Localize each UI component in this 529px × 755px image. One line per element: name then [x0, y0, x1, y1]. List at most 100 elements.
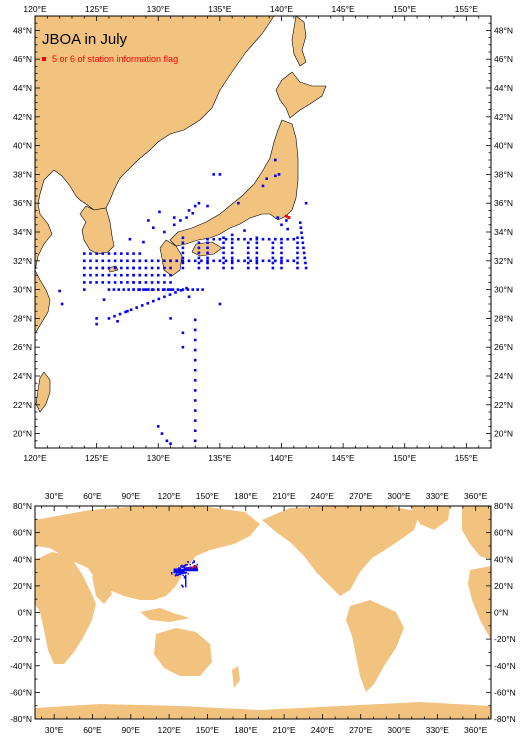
lat-tick-label-left: 20°N — [13, 581, 32, 591]
station-point — [187, 295, 191, 299]
honshu — [169, 119, 299, 247]
station-point — [230, 246, 234, 250]
station-point — [160, 432, 164, 435]
station-point — [168, 293, 172, 296]
lat-tick-label-right: 30°N — [494, 285, 513, 295]
station-point — [274, 158, 277, 162]
lon-tick-label-top: 180°E — [234, 491, 258, 501]
station-point — [193, 379, 197, 382]
station-point — [113, 259, 117, 263]
station-point — [302, 246, 305, 250]
station-point — [181, 251, 185, 255]
lon-tick-label-bottom: 120°E — [157, 725, 181, 735]
lon-tick-label-bottom: 240°E — [311, 725, 335, 735]
station-point — [206, 241, 209, 245]
station-point — [181, 331, 185, 335]
station-point — [107, 281, 111, 284]
lon-tick-label-top: 90°E — [122, 491, 141, 501]
lon-tick-label-top: 210°E — [272, 491, 296, 501]
station-point — [113, 314, 116, 318]
station-point — [119, 281, 123, 284]
station-point — [195, 569, 197, 571]
regional-map[interactable]: 120°E 120°E 125°E 125°E 130°E 130°E 135°E 135°E… — [13, 4, 513, 463]
station-point — [107, 273, 111, 277]
station-point — [126, 259, 129, 263]
station-point — [298, 221, 302, 224]
station-point — [113, 273, 117, 277]
station-point — [286, 227, 289, 231]
lon-tick-label-top: 135°E — [208, 4, 232, 14]
station-point — [237, 237, 240, 241]
station-point — [280, 256, 283, 260]
lon-tick-label-top: 150°E — [393, 4, 417, 14]
lat-tick-label-right: 34°N — [494, 227, 513, 237]
station-point — [280, 259, 283, 263]
station-point — [255, 259, 259, 263]
station-point — [119, 273, 123, 277]
flagged-station-point — [195, 565, 197, 568]
station-point — [142, 240, 145, 244]
station-point — [95, 266, 98, 270]
station-point — [181, 256, 185, 260]
station-point — [271, 251, 275, 255]
lon-tick-label-bottom: 210°E — [272, 725, 296, 735]
station-point — [271, 246, 275, 250]
lon-tick-label-top: 150°E — [196, 491, 220, 501]
station-point — [230, 266, 234, 270]
station-point — [95, 252, 98, 255]
station-point — [144, 266, 148, 270]
station-point — [185, 575, 187, 577]
station-point — [176, 288, 180, 291]
station-point — [255, 261, 259, 265]
lon-tick-label-bottom: 130°E — [147, 453, 171, 463]
station-point — [187, 259, 191, 263]
station-point — [300, 231, 303, 235]
lon-tick-label-bottom: 330°E — [426, 725, 450, 735]
south-america — [346, 600, 404, 692]
australia — [154, 628, 212, 676]
station-point — [222, 261, 225, 265]
station-point — [185, 579, 187, 581]
station-point — [246, 241, 250, 245]
station-point — [138, 252, 142, 255]
station-point — [206, 256, 209, 260]
station-point — [140, 304, 144, 307]
station-point — [255, 246, 259, 250]
station-point — [112, 288, 116, 291]
station-point — [196, 288, 199, 291]
global-map[interactable]: 30°E 30°E 60°E 60°E 90°E 90°E 120°E 120°E 150°E 1… — [10, 491, 516, 735]
station-point — [152, 288, 155, 291]
station-point — [255, 241, 259, 245]
map-title: JBOA in July — [42, 31, 128, 48]
legend-marker — [42, 57, 46, 61]
station-point — [89, 273, 92, 277]
station-point — [107, 259, 111, 263]
station-point — [147, 219, 150, 222]
station-point — [132, 266, 135, 270]
station-point — [119, 259, 123, 263]
station-point — [222, 251, 225, 255]
lat-tick-label-right: -60°N — [494, 687, 516, 697]
station-point — [191, 288, 195, 291]
lat-tick-label-left: 22°N — [13, 400, 32, 410]
station-point — [206, 204, 209, 208]
station-point — [206, 266, 209, 270]
lon-tick-label-bottom: 140°E — [270, 453, 294, 463]
station-point — [157, 297, 161, 301]
station-point — [185, 216, 188, 219]
lat-tick-label-left: 80°N — [13, 501, 32, 511]
station-point — [230, 259, 234, 263]
station-point — [179, 219, 182, 222]
station-point — [187, 209, 191, 212]
lon-tick-label-bottom: 180°E — [234, 725, 258, 735]
station-point — [285, 219, 288, 222]
station-point — [206, 246, 209, 250]
station-point — [237, 259, 240, 263]
station-point — [169, 273, 172, 277]
station-point — [185, 574, 187, 577]
station-point — [156, 425, 160, 428]
station-point — [191, 211, 195, 215]
station-point — [255, 237, 259, 241]
station-point — [193, 318, 197, 322]
station-point — [89, 252, 92, 255]
